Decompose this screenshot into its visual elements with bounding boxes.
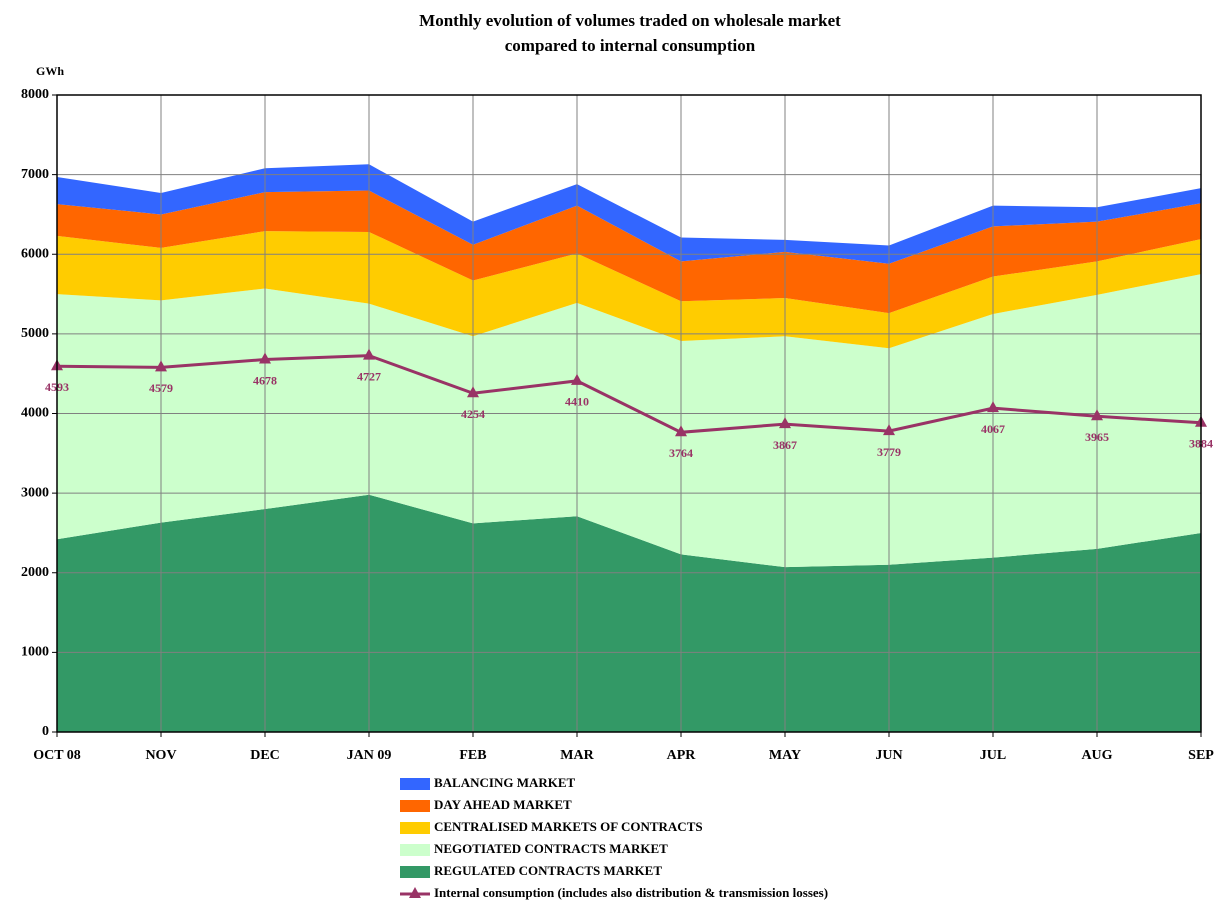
- legend-label: BALANCING MARKET: [434, 775, 576, 790]
- area: [57, 231, 1201, 349]
- line-marker: [467, 386, 479, 398]
- legend-label: DAY AHEAD MARKET: [434, 797, 572, 812]
- x-tick-label: JAN 09: [347, 748, 392, 763]
- legend-label: NEGOTIATED CONTRACTS MARKET: [434, 841, 668, 856]
- data-label: 4410: [565, 395, 589, 409]
- areas: [57, 164, 1201, 732]
- line-marker: [155, 360, 167, 372]
- data-label: 4727: [357, 369, 381, 383]
- area: [57, 494, 1201, 732]
- plot-border: [56, 94, 1202, 733]
- line-marker: [779, 417, 791, 429]
- y-tick-label: 0: [42, 724, 49, 739]
- data-label: 3764: [669, 446, 693, 460]
- x-tick-label: MAY: [769, 748, 801, 763]
- y-tick-label: 8000: [21, 87, 49, 102]
- legend-label: Internal consumption (includes also dist…: [434, 885, 828, 900]
- data-label: 3779: [877, 445, 901, 459]
- legend-label: CENTRALISED MARKETS OF CONTRACTS: [434, 819, 703, 834]
- legend-label: REGULATED CONTRACTS MARKET: [434, 863, 662, 878]
- x-tick-label: FEB: [459, 748, 486, 763]
- legend-swatch: [400, 800, 430, 812]
- x-tick-label: APR: [667, 748, 697, 763]
- x-tick-label: DEC: [250, 748, 280, 763]
- chart-title: Monthly evolution of volumes traded on w…: [419, 11, 841, 30]
- line-marker: [1091, 409, 1103, 421]
- legend-swatch: [400, 822, 430, 834]
- legend-swatch: [409, 887, 421, 898]
- line-marker: [571, 373, 583, 385]
- x-tick-label: AUG: [1081, 748, 1112, 763]
- line: [56, 354, 1202, 434]
- data-label: 3965: [1085, 430, 1109, 444]
- line-marker: [675, 425, 687, 437]
- area: [57, 274, 1201, 568]
- x-tick-label: OCT 08: [33, 748, 81, 763]
- area: [57, 164, 1201, 264]
- y-tick-label: 1000: [21, 645, 49, 660]
- legend-swatch: [400, 778, 430, 790]
- line-marker: [259, 352, 271, 364]
- data-label: 4254: [461, 407, 485, 421]
- data-label: 4579: [149, 381, 173, 395]
- legend-swatch: [400, 866, 430, 878]
- y-tick-label: 6000: [21, 246, 49, 261]
- data-label: 4678: [253, 373, 277, 387]
- line-marker: [987, 401, 999, 413]
- x-tick-label: JUL: [980, 748, 1006, 763]
- x-tick-label: NOV: [145, 748, 176, 763]
- chart-title: compared to internal consumption: [505, 36, 756, 55]
- x-tick-label: MAR: [560, 748, 594, 763]
- data-label: 4067: [981, 422, 1005, 436]
- x-tick-label: SEP: [1188, 748, 1214, 763]
- y-tick-label: 4000: [21, 406, 49, 421]
- line-marker: [883, 424, 895, 436]
- line-marker: [363, 348, 375, 360]
- y-tick-label: 7000: [21, 167, 49, 182]
- y-axis-label: GWh: [36, 64, 64, 78]
- area: [57, 190, 1201, 314]
- data-label: 3867: [773, 438, 797, 452]
- y-tick-label: 3000: [21, 485, 49, 500]
- legend-swatch: [400, 844, 430, 856]
- y-tick-label: 5000: [21, 326, 49, 341]
- y-tick-label: 2000: [21, 565, 49, 580]
- x-tick-label: JUN: [875, 748, 902, 763]
